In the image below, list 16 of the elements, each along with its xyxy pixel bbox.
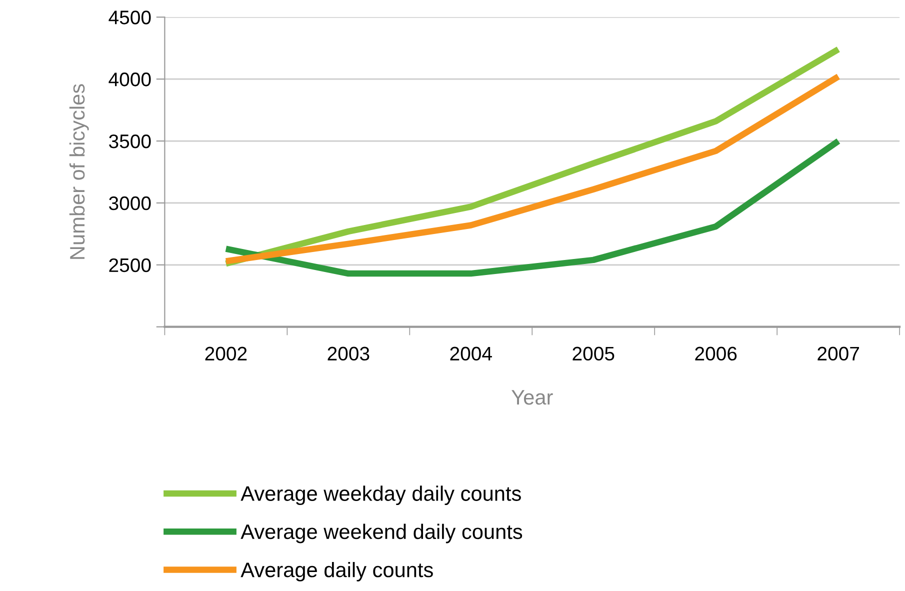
x-axis-title: Year [512, 390, 553, 405]
x-tick-label: 2003 [328, 346, 370, 361]
x-tick-label: 2006 [695, 346, 737, 361]
y-tick-label: 2500 [109, 258, 151, 272]
legend-label: Average weekday daily counts [240, 486, 521, 506]
legend-label: Average weekend daily counts [240, 524, 522, 544]
x-tick-label: 2007 [818, 346, 859, 361]
y-tick-label: 3000 [109, 196, 151, 210]
y-axis-title: Number of bicycles [69, 84, 89, 259]
x-tick-label: 2005 [572, 346, 614, 361]
x-tick-label: 2004 [450, 346, 492, 361]
legend-label: Average daily counts [240, 562, 433, 582]
y-tick-label: 4000 [108, 72, 151, 86]
x-tick-label: 2002 [205, 346, 247, 361]
y-tick-label: 3500 [109, 134, 151, 148]
y-tick-label: 4500 [108, 10, 151, 24]
